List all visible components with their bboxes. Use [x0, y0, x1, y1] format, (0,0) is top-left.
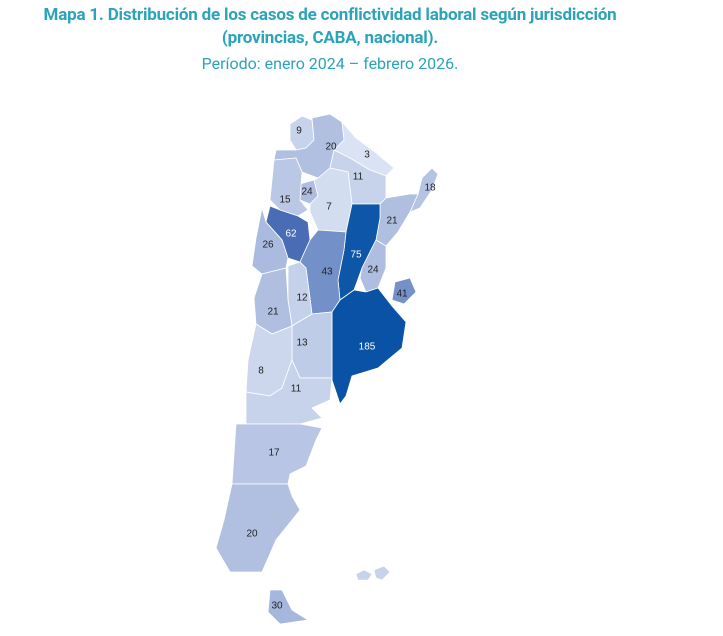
region-value-label: 24	[367, 265, 379, 276]
region	[267, 589, 310, 625]
region-value-label: 8	[258, 366, 264, 377]
region-value-label: 3	[364, 150, 370, 161]
region-value-label: 21	[267, 307, 279, 318]
region	[215, 483, 301, 573]
region	[269, 157, 309, 217]
region-value-label: 75	[350, 250, 362, 261]
region	[245, 358, 333, 425]
region-value-label: 21	[386, 216, 398, 227]
region-value-label: 11	[291, 384, 302, 395]
region-value-label: 30	[271, 601, 283, 612]
map-subtitle: Período: enero 2024 – febrero 2026.	[201, 54, 459, 73]
map-title: Mapa 1. Distribución de los casos de con…	[43, 5, 617, 48]
island	[355, 569, 373, 581]
region-value-label: 17	[268, 448, 280, 459]
region-value-label: 43	[321, 267, 333, 278]
region-value-label: 13	[296, 338, 308, 349]
region-value-label: 11	[353, 172, 364, 183]
region-value-label: 18	[424, 183, 436, 194]
region-value-label: 24	[301, 187, 313, 198]
region	[253, 267, 293, 335]
region	[331, 287, 407, 405]
island	[373, 565, 391, 581]
region-value-label: 41	[396, 289, 408, 300]
region-value-label: 7	[326, 202, 332, 213]
malvinas	[355, 565, 391, 581]
region-value-label: 20	[325, 142, 337, 153]
region-value-label: 12	[296, 293, 308, 304]
region-value-label: 20	[246, 529, 258, 540]
region-value-label: 15	[279, 195, 291, 206]
region	[391, 277, 417, 305]
region-value-label: 9	[296, 126, 302, 137]
region-value-label: 62	[285, 229, 297, 240]
region-value-label: 185	[359, 342, 376, 353]
region-value-label: 26	[262, 240, 274, 251]
